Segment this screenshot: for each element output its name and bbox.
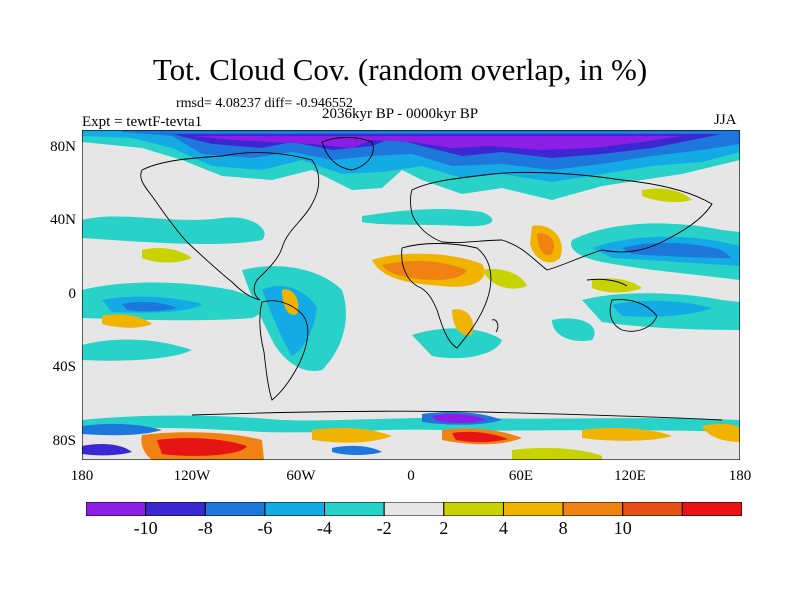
colorbar-swatch bbox=[86, 502, 147, 516]
colorbar-label: 8 bbox=[558, 518, 568, 538]
period-text: 2036kyr BP - 0000kyr BP bbox=[322, 106, 479, 122]
lon-label-120w: 120W bbox=[173, 468, 211, 484]
anomaly-field bbox=[82, 130, 740, 460]
colorbar-label: -6 bbox=[257, 518, 273, 538]
lat-label-80s: 80S bbox=[52, 433, 76, 449]
season-label: JJA bbox=[714, 112, 737, 128]
lon-label-60e: 60E bbox=[508, 468, 534, 484]
colorbar-label: -2 bbox=[376, 518, 392, 538]
colorbar-swatch bbox=[622, 502, 683, 516]
cloud-cover-map bbox=[82, 130, 740, 460]
lat-label-40n: 40N bbox=[50, 212, 76, 228]
colorbar-swatch bbox=[383, 502, 445, 516]
lon-label-0: 0 bbox=[407, 468, 415, 484]
colorbar-label: 4 bbox=[498, 518, 508, 538]
stats-text: rmsd= 4.08237 diff= -0.946552 bbox=[176, 96, 353, 111]
lat-label-0: 0 bbox=[68, 286, 77, 302]
lon-label-180e: 180 bbox=[728, 468, 752, 484]
colorbar-swatch bbox=[443, 502, 504, 516]
lat-label-40s: 40S bbox=[52, 359, 76, 375]
colorbar-swatch bbox=[562, 502, 624, 516]
colorbar-swatch bbox=[145, 502, 206, 516]
colorbar-swatch bbox=[264, 502, 326, 516]
coastlines bbox=[140, 137, 723, 421]
colorbar-label: -10 bbox=[133, 518, 158, 538]
colorbar-label: 10 bbox=[613, 518, 632, 538]
colorbar-swatch bbox=[502, 502, 564, 516]
map-title: Tot. Cloud Cov. (random overlap, in %) bbox=[152, 52, 648, 87]
colorbar-swatch bbox=[681, 502, 742, 516]
colorbar-swatch bbox=[324, 502, 385, 516]
lon-label-120e: 120E bbox=[614, 468, 646, 484]
lat-label-80n: 80N bbox=[50, 139, 76, 155]
colorbar-label: -8 bbox=[197, 518, 213, 538]
colorbar-swatch bbox=[204, 502, 266, 516]
lon-label-180w: 180 bbox=[70, 468, 94, 484]
colorbar-label: 2 bbox=[439, 518, 449, 538]
colorbar bbox=[86, 502, 742, 516]
colorbar-label: -4 bbox=[317, 518, 333, 538]
lon-label-60w: 60W bbox=[286, 468, 316, 484]
experiment-label: Expt = tewtF-tevta1 bbox=[82, 114, 203, 130]
